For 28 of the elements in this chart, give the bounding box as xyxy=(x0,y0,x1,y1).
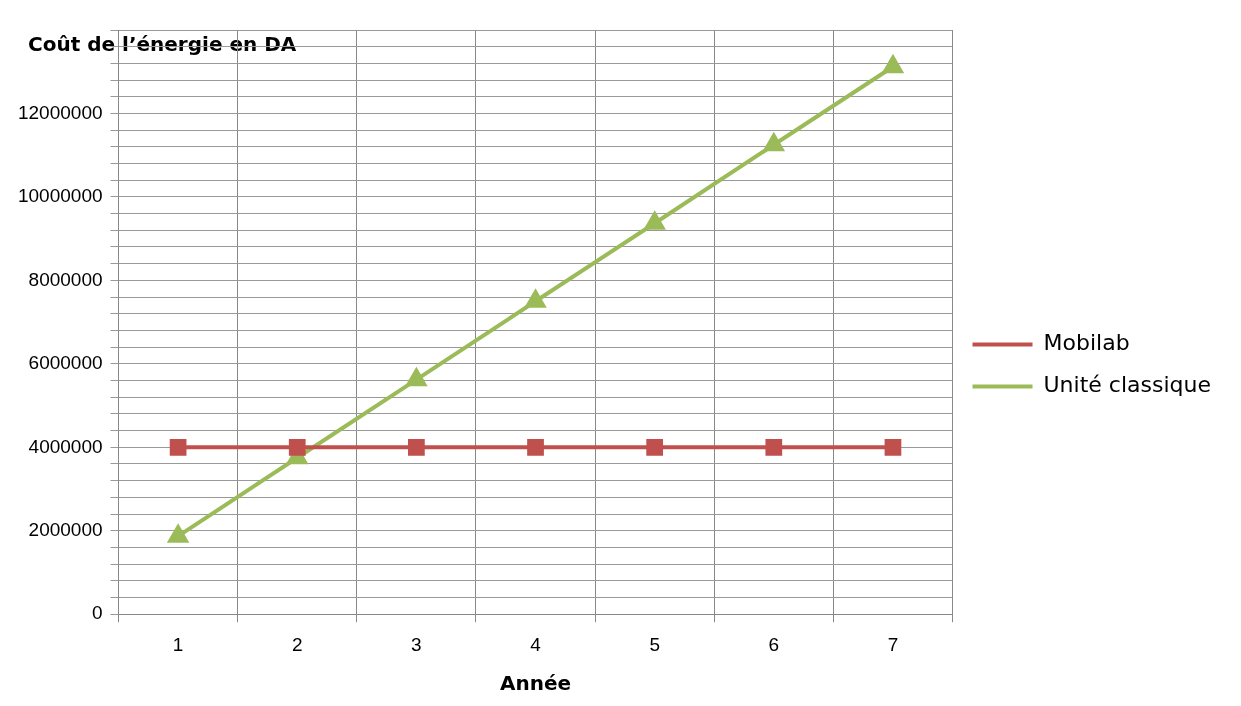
point xyxy=(527,438,544,456)
x-axis-title: Année xyxy=(499,671,572,696)
point xyxy=(646,438,664,456)
y-tick-label: 8000000 xyxy=(28,268,103,290)
x-tick-label: 2 xyxy=(291,633,303,655)
x-tick-label: 3 xyxy=(411,633,422,655)
y-tick-label: 2000000 xyxy=(28,518,103,540)
point xyxy=(884,438,902,456)
y-tick-label: 4000000 xyxy=(28,435,103,457)
point xyxy=(644,212,665,230)
y-tick-label: 0 xyxy=(91,602,103,624)
x-tick-label: 7 xyxy=(887,633,899,655)
point xyxy=(763,131,785,152)
x-tick-label: 5 xyxy=(649,633,660,655)
point xyxy=(525,290,546,308)
x-tick-label: 6 xyxy=(768,633,780,655)
x-tick-label: 4 xyxy=(530,633,542,655)
point xyxy=(288,438,306,456)
y-tick-label: 10000000 xyxy=(17,185,103,207)
y-tick-label: 12000000 xyxy=(17,101,103,123)
legend-label: Unité classique xyxy=(1043,372,1211,398)
y-tick-label: 6000000 xyxy=(28,352,103,374)
point xyxy=(765,438,783,456)
x-tick-label: 1 xyxy=(172,633,184,655)
point xyxy=(408,438,425,456)
legend-label: Mobilab xyxy=(1043,330,1130,356)
point xyxy=(882,53,904,74)
point xyxy=(169,438,187,456)
